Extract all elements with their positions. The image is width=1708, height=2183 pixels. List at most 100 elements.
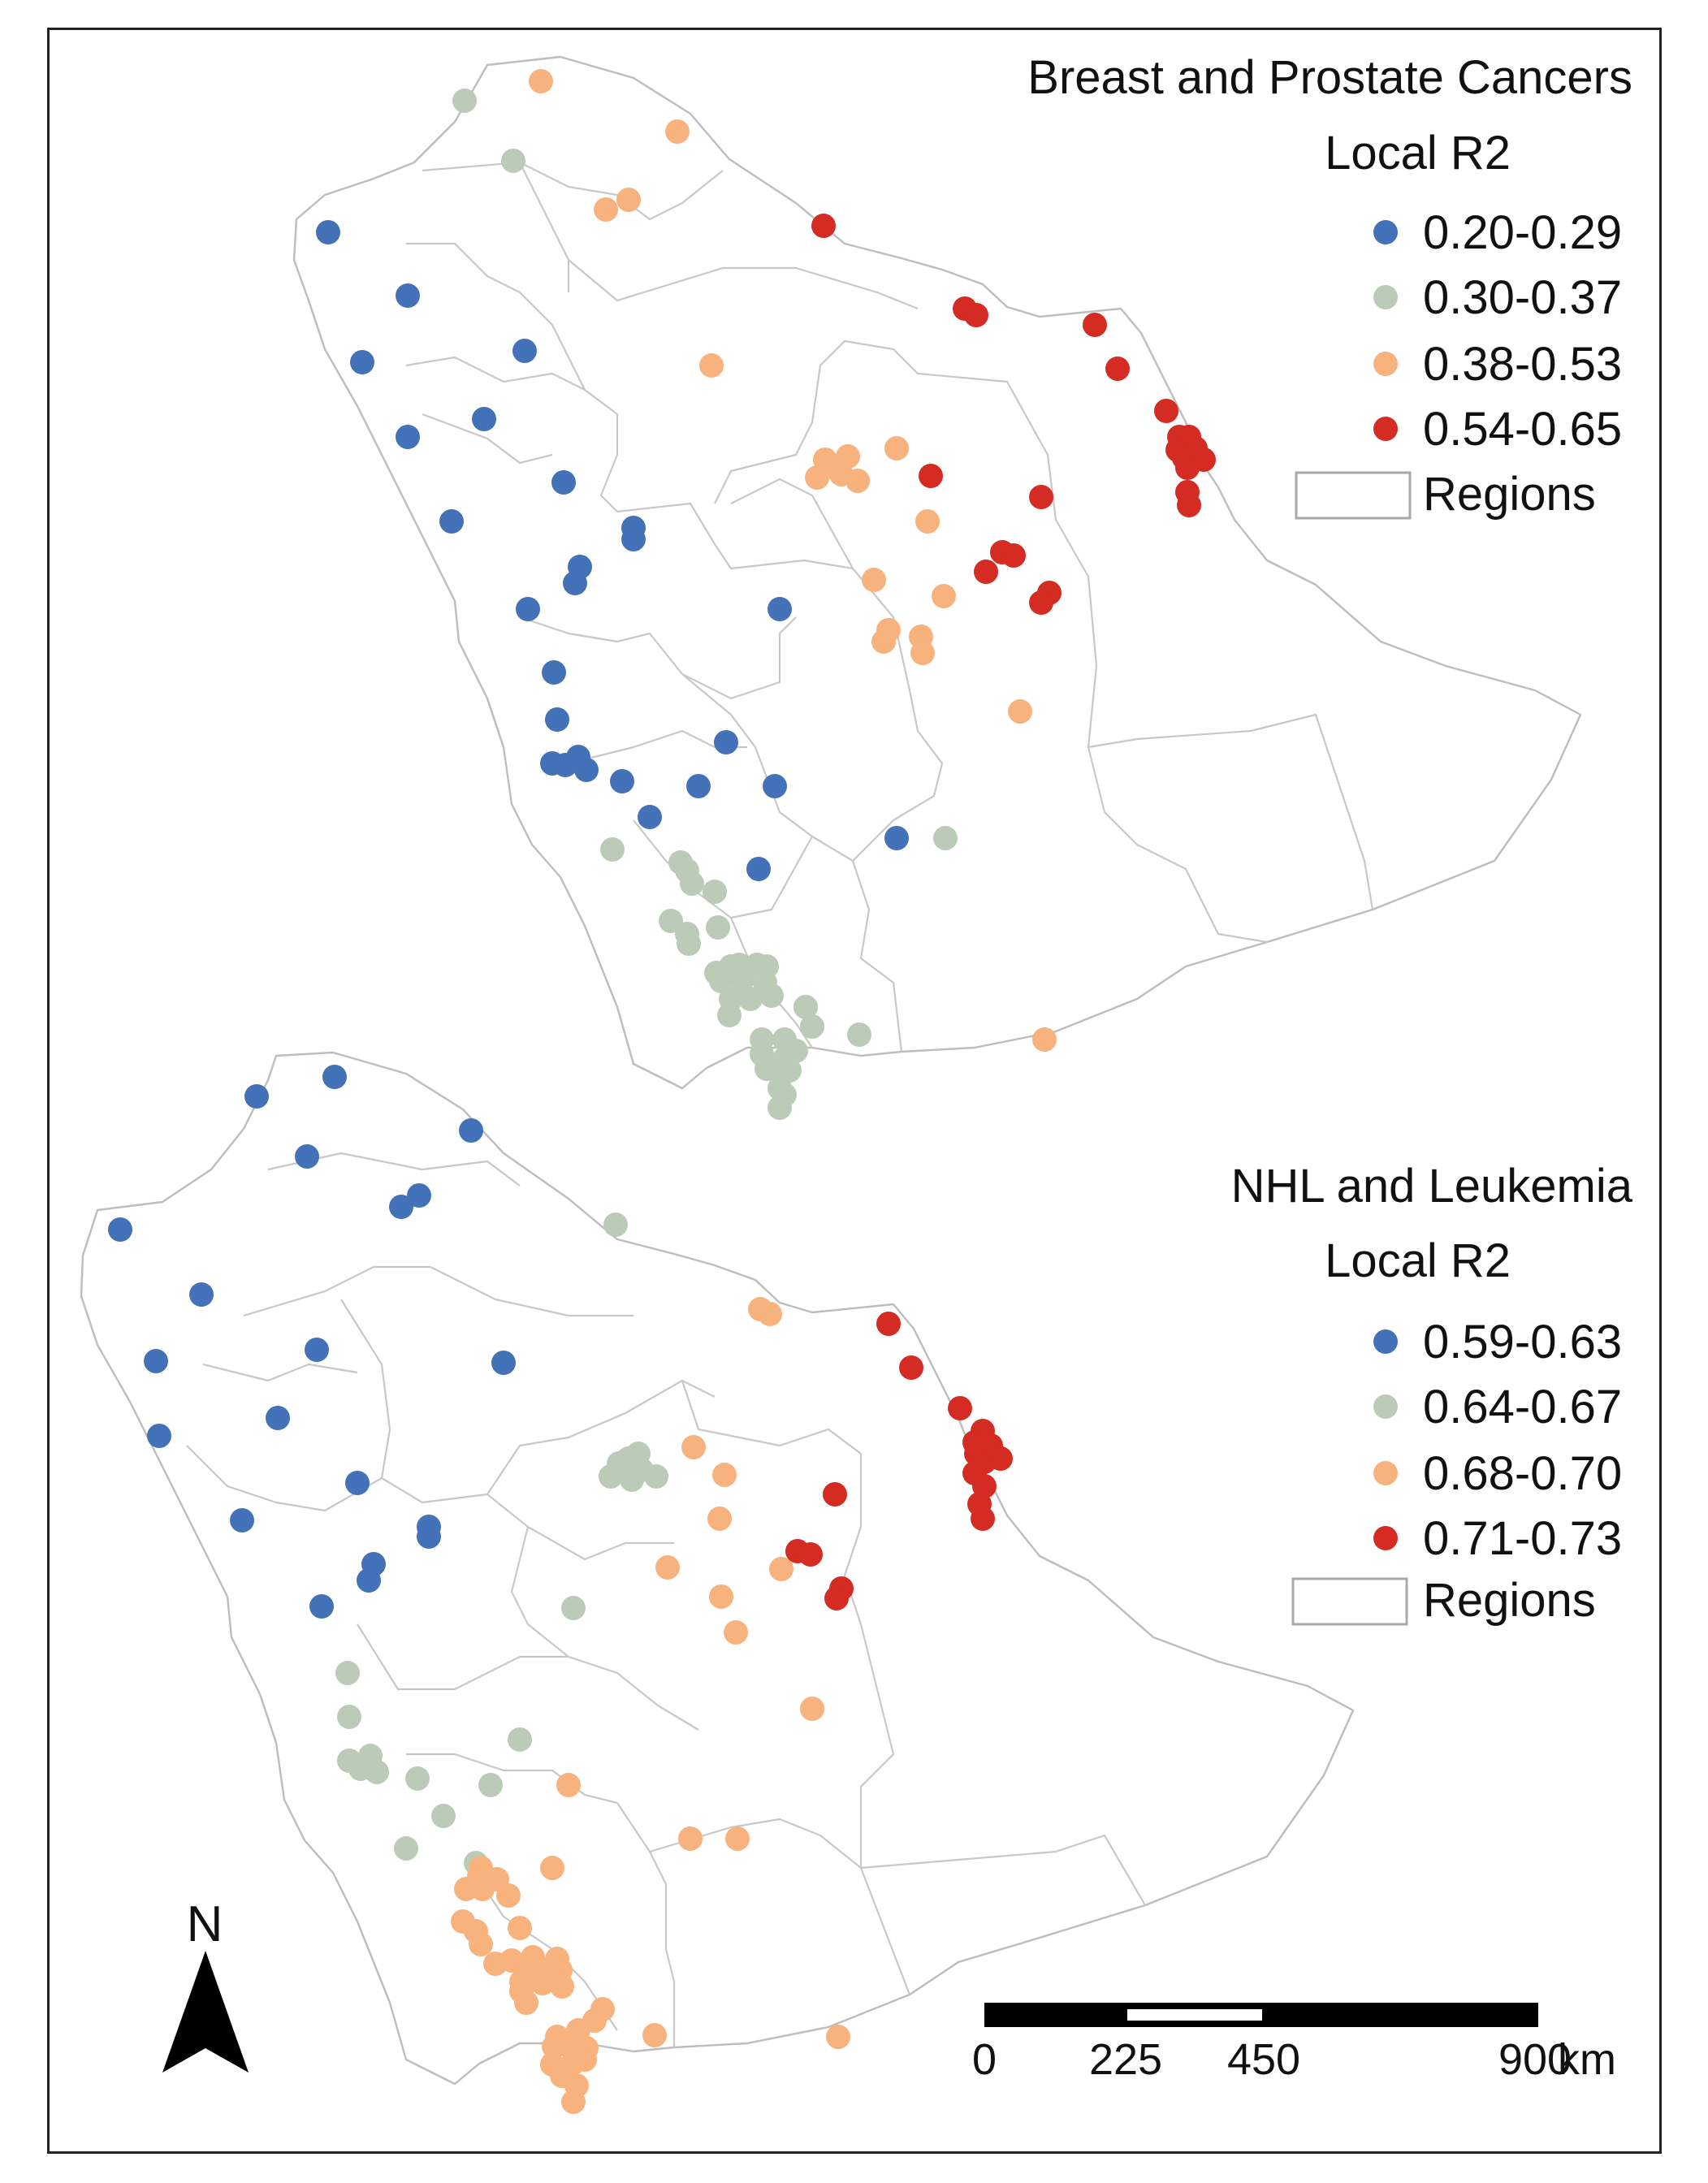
bottom-legend-label-2: 0.64-0.67	[1423, 1381, 1622, 1433]
top-location-point	[316, 220, 340, 244]
bottom-points	[108, 1065, 1013, 2114]
top-location-point	[680, 871, 704, 896]
top-location-point	[699, 353, 724, 378]
scale-tick-900: 900	[1498, 2035, 1572, 2084]
bottom-location-point	[530, 1971, 555, 1995]
bottom-location-point	[345, 1471, 370, 1495]
bottom-location-point	[189, 1282, 214, 1307]
bottom-location-point	[405, 1766, 430, 1791]
bottom-location-point	[357, 1568, 381, 1593]
bottom-location-point	[459, 1118, 483, 1143]
top-location-point	[1083, 313, 1107, 337]
bottom-location-point	[305, 1338, 329, 1362]
map-frame	[47, 28, 1662, 2154]
north-arrow-icon	[162, 1951, 249, 2073]
top-points	[316, 69, 1216, 1120]
top-location-point	[545, 707, 569, 732]
top-location-point	[594, 197, 618, 222]
bottom-location-point	[800, 1697, 824, 1721]
top-location-point	[862, 568, 886, 592]
bottom-location-point	[337, 1705, 361, 1729]
top-legend-regions-swatch	[1295, 471, 1412, 520]
bottom-location-point	[823, 1482, 847, 1506]
bottom-location-point	[642, 2023, 667, 2047]
bottom-legend-regions-swatch	[1291, 1577, 1408, 1626]
top-location-point	[551, 470, 576, 495]
top-location-point	[884, 436, 909, 460]
top-location-point	[512, 339, 537, 363]
bottom-location-point	[469, 1932, 493, 1956]
top-location-point	[805, 465, 829, 490]
top-legend-swatch-4	[1373, 417, 1398, 441]
bottom-location-point	[389, 1195, 413, 1219]
bottom-location-point	[491, 1351, 516, 1375]
bottom-map-subtitle: Local R2	[1325, 1234, 1511, 1287]
top-location-point	[1029, 485, 1053, 509]
bottom-location-point	[417, 1524, 441, 1549]
top-location-point	[703, 880, 727, 904]
bottom-location-point	[725, 1826, 750, 1851]
bottom-location-point	[644, 1464, 668, 1489]
bottom-legend-regions-label: Regions	[1423, 1574, 1596, 1627]
top-location-point	[910, 641, 935, 665]
bottom-location-point	[620, 1468, 644, 1492]
top-location-point	[777, 1058, 802, 1083]
bottom-country-outline	[80, 1051, 1355, 2086]
top-location-point	[686, 774, 711, 798]
top-location-point	[811, 214, 836, 238]
bottom-location-point	[826, 2025, 850, 2049]
bottom-location-point	[948, 1396, 972, 1420]
bottom-map-title: NHL and Leukemia	[1231, 1160, 1633, 1213]
bottom-location-point	[483, 1952, 508, 1976]
bottom-location-point	[556, 1773, 581, 1797]
bottom-location-point	[769, 1557, 793, 1581]
top-location-point	[768, 1096, 792, 1120]
top-location-point	[845, 469, 870, 493]
bottom-location-point	[470, 1877, 495, 1901]
bottom-location-point	[561, 2090, 586, 2114]
scale-unit: km	[1558, 2035, 1616, 2084]
top-legend-label-2: 0.30-0.37	[1423, 271, 1622, 324]
top-location-point	[616, 188, 641, 212]
top-location-point	[871, 629, 896, 654]
bottom-location-point	[824, 1586, 849, 1610]
bottom-location-point	[394, 1836, 418, 1861]
bottom-location-point	[707, 1506, 732, 1531]
bottom-location-point	[365, 1760, 389, 1784]
bottom-location-point	[971, 1506, 995, 1531]
top-location-point	[709, 969, 733, 993]
bottom-legend: 0.59-0.63 0.64-0.67 0.68-0.70 0.71-0.73 …	[1291, 1316, 1622, 1627]
top-location-point	[659, 909, 683, 933]
top-location-point	[847, 1022, 871, 1047]
top-region-borders	[405, 161, 1374, 1053]
scale-bar-segment-white	[1127, 2009, 1262, 2021]
top-location-point	[974, 560, 998, 584]
top-location-point	[932, 584, 956, 608]
top-location-point	[763, 774, 787, 798]
bottom-location-point	[266, 1406, 290, 1430]
top-location-point	[574, 758, 599, 782]
bottom-location-point	[478, 1773, 503, 1797]
top-legend-regions-label: Regions	[1423, 468, 1596, 521]
top-location-point	[706, 915, 730, 940]
bottom-map: NHL and Leukemia Local R2 0.59-0.63 0.64…	[80, 1051, 1633, 2114]
top-map-subtitle: Local R2	[1325, 127, 1511, 179]
top-location-point	[396, 283, 420, 308]
top-location-point	[516, 597, 540, 621]
bottom-legend-swatch-3	[1373, 1461, 1398, 1485]
top-location-point	[665, 119, 690, 144]
top-location-point	[621, 527, 646, 551]
top-location-point	[768, 597, 792, 621]
top-legend-swatch-3	[1373, 352, 1398, 376]
scale-tick-0: 0	[972, 2035, 997, 2084]
top-legend-label-4: 0.54-0.65	[1423, 403, 1622, 456]
top-location-point	[919, 464, 943, 488]
bottom-location-point	[309, 1594, 334, 1619]
bottom-location-point	[758, 1302, 782, 1326]
top-legend-swatch-1	[1373, 220, 1398, 244]
top-location-point	[600, 837, 625, 862]
bottom-location-point	[876, 1312, 901, 1336]
top-location-point	[439, 509, 464, 534]
bottom-location-point	[147, 1424, 171, 1448]
